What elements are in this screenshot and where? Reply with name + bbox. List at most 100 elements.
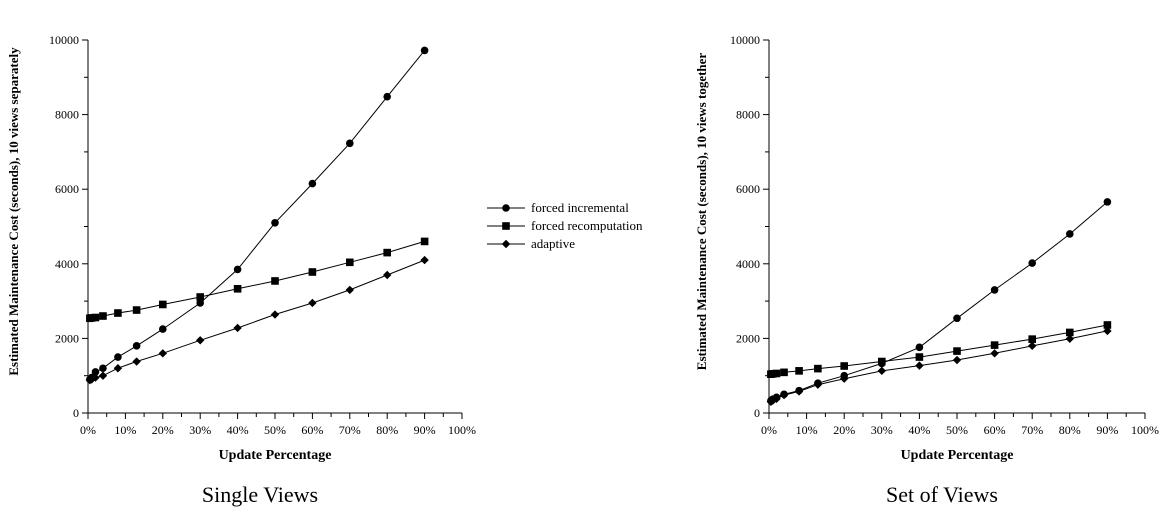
legend-label: forced recomputation — [531, 218, 643, 233]
data-point-diamond — [132, 357, 141, 366]
x-tick-label: 10% — [114, 423, 136, 437]
x-tick-label: 80% — [1059, 423, 1081, 437]
y-tick-label: 6000 — [55, 182, 79, 196]
x-tick-label: 60% — [984, 423, 1006, 437]
y-axis-title: Estimated Maintenance Cost (seconds), 10… — [694, 53, 709, 371]
data-point-diamond — [840, 374, 849, 383]
x-tick-label: 80% — [376, 423, 398, 437]
data-point-square — [1028, 335, 1036, 343]
y-tick-label: 6000 — [736, 182, 760, 196]
data-point-square — [772, 369, 781, 378]
data-point-square — [840, 362, 848, 370]
data-point-square — [346, 258, 354, 267]
data-point-diamond — [270, 310, 280, 319]
data-point-square — [91, 313, 100, 322]
data-point-diamond — [990, 349, 999, 358]
data-point-square — [132, 306, 141, 314]
data-point-square — [795, 367, 803, 375]
x-tick-label: 30% — [871, 423, 893, 437]
data-point-square — [196, 293, 204, 301]
x-axis-title: Update Percentage — [219, 448, 332, 463]
x-tick-label: 0% — [80, 423, 96, 437]
data-point-square — [990, 341, 999, 349]
data-point-circle — [91, 368, 100, 376]
x-tick-label: 20% — [152, 423, 174, 437]
y-axis-title: Estimated Maintenance Cost (seconds), 10… — [6, 47, 21, 376]
data-point-circle — [953, 314, 961, 323]
data-point-diamond — [813, 380, 823, 389]
x-tick-label: 90% — [414, 423, 436, 437]
x-tick-label: 100% — [448, 423, 476, 437]
data-point-circle — [1103, 198, 1112, 206]
y-tick-label: 0 — [754, 406, 760, 420]
data-point-square — [1103, 321, 1112, 329]
data-point-square — [780, 368, 788, 377]
data-point-circle — [308, 179, 317, 188]
x-tick-label: 20% — [833, 423, 855, 437]
legend-marker-diamond — [501, 239, 511, 249]
chart-single-views: 0 2000 4000 6000 8000 10000 0% 10% 20% 30% 40% 50% 6… — [6, 33, 476, 507]
y-tick-label: 10000 — [49, 33, 79, 47]
y-tick-label: 4000 — [55, 257, 79, 271]
data-point-diamond — [1028, 341, 1037, 351]
data-point-square — [114, 309, 122, 317]
data-point-diamond — [1065, 334, 1074, 343]
data-point-circle — [132, 342, 141, 350]
data-point-circle — [99, 364, 107, 373]
x-tick-label: 40% — [227, 423, 249, 437]
x-axis-title: Update Percentage — [901, 448, 1014, 463]
data-point-square — [814, 364, 822, 373]
data-point-diamond — [308, 298, 317, 308]
legend: forced incremental forced recomputation ad… — [487, 200, 643, 251]
data-point-circle — [383, 92, 392, 101]
data-point-diamond — [794, 387, 804, 396]
data-point-square — [878, 357, 886, 366]
data-point-square — [953, 347, 961, 355]
data-point-diamond — [196, 336, 205, 345]
y-tick-label: 0 — [73, 406, 79, 420]
data-point-square — [159, 300, 167, 309]
data-point-circle — [1028, 259, 1036, 267]
data-point-circle — [1066, 230, 1074, 238]
data-point-diamond — [915, 361, 924, 370]
x-tick-label: 40% — [908, 423, 930, 437]
data-point-diamond — [420, 255, 429, 265]
data-point-diamond — [345, 285, 354, 295]
chart-caption: Set of Views — [886, 482, 998, 507]
x-tick-label: 60% — [301, 423, 323, 437]
x-tick-label: 0% — [761, 423, 777, 437]
chart-set-of-views: 0 2000 4000 6000 8000 10000 0% 10% 20% 30% 40% 50% 6… — [694, 33, 1159, 507]
data-point-diamond — [113, 364, 123, 373]
data-point-circle — [915, 343, 924, 352]
data-point-circle — [114, 353, 122, 361]
x-tick-label: 30% — [189, 423, 211, 437]
data-point-circle — [159, 325, 167, 333]
data-point-circle — [196, 299, 204, 307]
x-tick-label: 50% — [264, 423, 286, 437]
x-tick-label: 10% — [796, 423, 818, 437]
x-tick-label: 90% — [1096, 423, 1118, 437]
legend-marker-circle — [502, 204, 510, 212]
data-point-square — [308, 268, 317, 276]
data-point-square — [915, 353, 924, 361]
data-point-circle — [233, 265, 242, 274]
data-point-diamond — [877, 366, 886, 376]
x-tick-label: 100% — [1131, 423, 1159, 437]
y-tick-label: 8000 — [736, 108, 760, 122]
x-tick-label: 70% — [339, 423, 361, 437]
y-tick-label: 2000 — [736, 331, 760, 345]
chart-caption: Single Views — [202, 482, 318, 507]
data-point-circle — [346, 139, 354, 148]
data-point-diamond — [91, 373, 100, 382]
data-point-diamond — [233, 323, 242, 333]
data-point-diamond — [383, 270, 392, 280]
y-tick-label: 8000 — [55, 108, 79, 122]
x-tick-label: 70% — [1021, 423, 1043, 437]
series-line-circle — [89, 50, 425, 380]
data-point-circle — [990, 286, 999, 294]
legend-label: adaptive — [531, 236, 575, 251]
data-point-square — [420, 237, 429, 246]
data-point-square — [383, 248, 391, 257]
y-tick-label: 2000 — [55, 331, 79, 345]
